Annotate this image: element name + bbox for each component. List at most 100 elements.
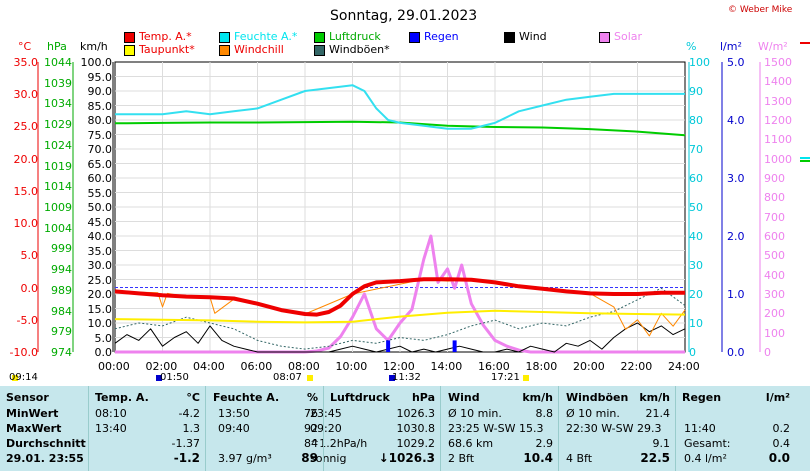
time-marker-dot (389, 375, 395, 381)
wind-tick-label: 55.0 (87, 186, 113, 200)
rain-tick-label: 4.0 (727, 114, 745, 127)
table-header: Luftdruck (330, 391, 390, 404)
table-cell: 0.0 (768, 451, 790, 465)
wind-tick-label: 35.0 (87, 244, 113, 258)
table-row-label: Durchschnitt (6, 437, 86, 450)
table-cell: 2.9 (535, 437, 554, 450)
overflow-swatch (800, 160, 810, 162)
table-cell: Ø 10 min. (566, 407, 620, 420)
solar-tick-label: 500 (764, 249, 785, 263)
legend-label: Feuchte A.* (234, 30, 298, 43)
rain-axis-unit: l/m² (720, 40, 742, 53)
table-cell: 22.5 (640, 451, 670, 465)
solar-axis-unit: W/m² (758, 40, 788, 53)
temp-tick-label: 10.0 (13, 217, 39, 231)
table-cell: 23:45 (310, 407, 342, 420)
table-header: Regen (682, 391, 722, 404)
time-tick-label: 16:00 (478, 360, 510, 373)
hum-tick-label: 40 (689, 230, 703, 243)
table-cell: 08:10 (95, 407, 127, 420)
table-divider (558, 386, 559, 471)
press-tick-label: 1014 (44, 180, 72, 194)
table-cell: 13:50 (218, 407, 250, 420)
time-tick-label: 20:00 (573, 360, 605, 373)
table-cell: 4 Bft (566, 452, 593, 465)
table-cell: 9.1 (652, 437, 671, 450)
time-tick-label: 10:00 (335, 360, 368, 373)
legend-label: Wind (519, 30, 547, 43)
press-tick-label: 1039 (44, 76, 72, 90)
solar-tick-label: 300 (764, 288, 785, 301)
wind-tick-label: 60.0 (87, 172, 113, 185)
table-header: km/h (522, 391, 553, 404)
table-row-label: MaxWert (6, 422, 62, 435)
rain-tick-label: 3.0 (727, 172, 745, 185)
table-cell: 11:40 (684, 422, 716, 435)
table-cell: 0.2 (772, 422, 791, 435)
time-marker-3: 11:32 (392, 372, 421, 383)
table-divider (440, 386, 441, 471)
time-tick-label: 06:00 (240, 360, 273, 373)
table-cell: 89 (301, 451, 318, 465)
time-tick-label: 04:00 (193, 360, 225, 373)
legend-swatch (504, 32, 515, 43)
table-cell: -1.37 (171, 437, 200, 450)
table-row-label: 29.01. 23:55 (6, 452, 84, 465)
table-cell: 0.4 (772, 437, 791, 450)
hum-axis-unit: % (686, 40, 697, 53)
time-tick-label: 12:00 (383, 360, 415, 373)
legend-label: Taupunkt* (139, 43, 195, 56)
legend-label: Temp. A.* (139, 30, 192, 43)
legend-label: Regen (424, 30, 459, 43)
rain-tick-label: 1.0 (727, 288, 745, 301)
rain-tick-label: 0.0 (727, 346, 745, 359)
time-marker-dot (307, 375, 313, 381)
legend-swatch (599, 32, 610, 43)
wind-tick-label: 90.0 (87, 85, 113, 98)
table-cell: 21.4 (645, 407, 671, 420)
press-tick-label: 1029 (44, 118, 72, 132)
hum-tick-label: 20 (689, 288, 703, 301)
table-header: Feuchte A. (213, 391, 280, 404)
time-tick-label: 08:00 (288, 360, 320, 373)
table-cell: 68.6 km (448, 437, 494, 450)
table-cell: 92 (304, 422, 318, 435)
hum-tick-label: 50 (689, 201, 703, 214)
hum-tick-label: 80 (689, 114, 703, 127)
table-cell: 2 Bft (448, 452, 475, 465)
solar-tick-label: 1100 (764, 133, 792, 147)
wind-tick-label: 80.0 (87, 114, 113, 127)
wind-tick-label: 15.0 (87, 302, 113, 316)
hum-tick-label: 100 (689, 56, 710, 69)
series-taupunkt (114, 309, 686, 324)
series-luftdruck (114, 120, 686, 137)
overflow-swatch (800, 42, 810, 44)
legend-swatch (409, 32, 420, 43)
table-cell: 0.4 l/m² (684, 452, 727, 465)
legend-swatch (314, 32, 325, 43)
time-tick-label: 22:00 (620, 360, 653, 373)
table-cell: 1.3 (182, 422, 201, 435)
time-marker-dot (523, 375, 529, 381)
table-cell: 13:40 (95, 422, 127, 435)
press-tick-label: 989 (51, 283, 72, 297)
sunrise-marker: 09:14 (9, 372, 38, 383)
temp-tick-label: -10.0 (9, 346, 38, 359)
temp-tick-label: 25.0 (13, 120, 39, 134)
time-marker-1: 01:50 (160, 372, 189, 383)
legend-label: Windböen* (329, 43, 390, 56)
table-cell: 09:20 (310, 422, 342, 435)
table-row-label: MinWert (6, 407, 59, 420)
table-header: km/h (639, 391, 670, 404)
time-marker-4: 17:21 (491, 372, 520, 383)
hum-tick-label: 30 (689, 259, 703, 272)
hum-tick-label: 70 (689, 143, 703, 156)
series-temp-a (114, 277, 685, 317)
table-cell: 1029.2 (396, 437, 436, 450)
time-marker-dot (12, 375, 18, 381)
wind-tick-label: 0.0 (94, 346, 113, 359)
table-cell: 3.97 g/m³ (218, 452, 272, 465)
table-header: °C (186, 391, 200, 404)
time-marker-dot (156, 375, 162, 381)
overflow-swatch (800, 157, 810, 159)
